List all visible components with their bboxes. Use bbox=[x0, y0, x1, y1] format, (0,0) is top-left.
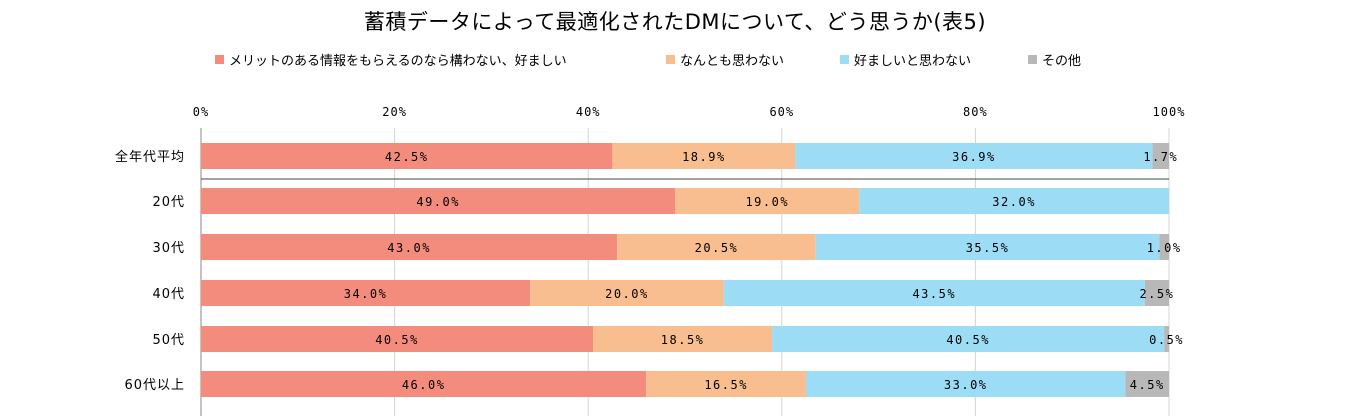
data-label: 43.0% bbox=[387, 241, 431, 255]
bar-segment bbox=[1164, 326, 1169, 352]
data-label: 20.5% bbox=[695, 241, 739, 255]
data-label: 34.0% bbox=[344, 287, 388, 301]
bar-segment bbox=[1125, 371, 1169, 397]
data-label: 16.5% bbox=[704, 378, 748, 392]
legend-label: メリットのある情報をもらえるのなら構わない、好ましい bbox=[229, 54, 567, 69]
bar-segment bbox=[593, 326, 773, 352]
bar-segment bbox=[859, 188, 1169, 214]
bar-segment bbox=[795, 143, 1153, 169]
legend-label: その他 bbox=[1042, 54, 1082, 69]
data-label: 20.0% bbox=[605, 287, 649, 301]
x-tick-label: 60% bbox=[769, 105, 794, 119]
bar-segment bbox=[201, 280, 531, 306]
data-label: 33.0% bbox=[944, 378, 988, 392]
data-label: 40.5% bbox=[375, 333, 419, 347]
data-label: 46.0% bbox=[402, 378, 446, 392]
x-tick-label: 100% bbox=[1153, 105, 1186, 119]
data-label: 18.9% bbox=[682, 150, 726, 164]
bar-segment bbox=[201, 143, 613, 169]
category-label: 50代 bbox=[152, 333, 185, 348]
bar-segment bbox=[723, 280, 1145, 306]
data-label: 32.0% bbox=[992, 195, 1036, 209]
legend-swatch bbox=[840, 55, 849, 64]
bar-segment bbox=[806, 371, 1126, 397]
data-label: 4.5% bbox=[1130, 378, 1165, 392]
bar-segment bbox=[530, 280, 724, 306]
bar-segment bbox=[646, 371, 806, 397]
bar-segment bbox=[815, 234, 1160, 260]
bar-segment bbox=[201, 188, 676, 214]
x-tick-label: 20% bbox=[382, 105, 407, 119]
legend-item-indifferent: なんとも思わない bbox=[666, 50, 784, 69]
bar-segment bbox=[201, 326, 594, 352]
legend-label: 好ましいと思わない bbox=[854, 54, 972, 69]
data-label: 1.0% bbox=[1147, 241, 1182, 255]
bar-segment bbox=[201, 234, 618, 260]
legend-item-unfavorable: 好ましいと思わない bbox=[840, 50, 971, 69]
data-label: 1.7% bbox=[1143, 150, 1178, 164]
legend-swatch bbox=[215, 55, 224, 64]
data-label: 19.0% bbox=[745, 195, 789, 209]
bar-segment bbox=[612, 143, 796, 169]
legend-label: なんとも思わない bbox=[680, 54, 785, 69]
data-label: 2.5% bbox=[1139, 287, 1174, 301]
bar-segment bbox=[1159, 234, 1169, 260]
bar-segment bbox=[617, 234, 816, 260]
legend-item-other: その他 bbox=[1028, 50, 1081, 69]
x-tick-label: 40% bbox=[576, 105, 601, 119]
category-label: 30代 bbox=[152, 241, 185, 256]
category-label: 40代 bbox=[152, 287, 185, 302]
data-label: 42.5% bbox=[385, 150, 429, 164]
data-label: 49.0% bbox=[416, 195, 460, 209]
x-tick-label: 80% bbox=[963, 105, 988, 119]
chart-title: 蓄積データによって最適化されたDMについて、どう思うか(表5) bbox=[363, 10, 987, 34]
bar-segment bbox=[1152, 143, 1169, 169]
bar-segment bbox=[675, 188, 860, 214]
data-label: 43.5% bbox=[912, 287, 956, 301]
bar-segment bbox=[201, 371, 647, 397]
data-label: 0.5% bbox=[1149, 333, 1184, 347]
data-label: 18.5% bbox=[661, 333, 705, 347]
legend-swatch bbox=[666, 55, 675, 64]
bar-segment bbox=[1144, 280, 1169, 306]
data-label: 40.5% bbox=[946, 333, 990, 347]
legend-item-acceptable: メリットのある情報をもらえるのなら構わない、好ましい bbox=[215, 50, 567, 69]
data-label: 35.5% bbox=[966, 241, 1010, 255]
category-label: 全年代平均 bbox=[115, 149, 185, 165]
bar-segment bbox=[772, 326, 1165, 352]
category-label: 60代以上 bbox=[124, 378, 185, 393]
legend-swatch bbox=[1028, 55, 1037, 64]
legend: メリットのある情報をもらえるのなら構わない、好ましい なんとも思わない 好ましい… bbox=[0, 50, 1350, 70]
x-tick-label: 0% bbox=[193, 105, 209, 119]
category-label: 20代 bbox=[152, 195, 185, 210]
data-label: 36.9% bbox=[952, 150, 996, 164]
